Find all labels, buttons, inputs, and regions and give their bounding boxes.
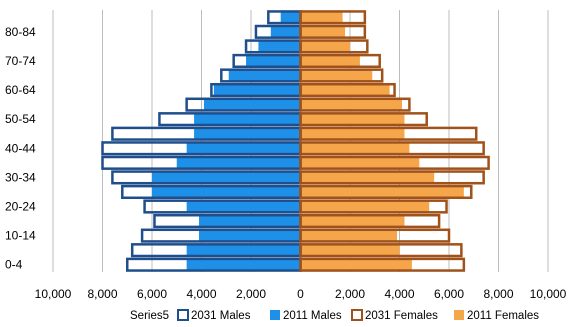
bar-2011-females-25-29 [300, 186, 464, 198]
bar-2031-females-75-79 [299, 39, 369, 54]
bar-2031-females-60-64 [299, 82, 396, 98]
bar-2031-females-55-59 [299, 97, 411, 112]
legend-swatch [270, 310, 280, 320]
bar-2011-females-55-59 [300, 98, 402, 111]
bar-2031-females-45-49 [299, 126, 478, 141]
bars [101, 10, 490, 272]
bar-2011-females-50-54 [300, 113, 405, 125]
x-tick-label: 6,000 [434, 287, 464, 301]
bar-2011-females-65-69 [300, 69, 373, 82]
bar-2011-males-85+ [280, 11, 301, 24]
bar-2031-females-15-19 [299, 213, 441, 229]
y-tick-label: 50-54 [5, 112, 36, 126]
bar-2011-males-65-69 [228, 69, 301, 82]
bar-2011-females-60-64 [300, 84, 390, 96]
bar-2011-females-45-49 [300, 127, 405, 140]
bar-2011-females-80-84 [300, 26, 346, 38]
y-tick-label: 60-64 [5, 83, 36, 97]
bar-2011-males-25-29 [152, 186, 301, 198]
bar-2011-females-40-44 [300, 142, 410, 155]
bar-2011-females-5-9 [300, 244, 400, 256]
bar-2011-males-30-34 [152, 171, 301, 184]
x-tick-label: 8,000 [483, 287, 513, 301]
bar-2011-females-0-4 [300, 258, 412, 271]
y-tick-label: 40-44 [5, 141, 36, 155]
x-tick-label: 0 [297, 287, 304, 301]
bar-2011-females-15-19 [300, 215, 405, 227]
legend-swatch [454, 310, 464, 320]
bar-2011-males-40-44 [186, 142, 301, 155]
y-tick-label: 20-24 [5, 200, 36, 214]
y-tick-label: 30-34 [5, 170, 36, 184]
legend-swatch [177, 309, 189, 321]
legend-label: 2031 Males [191, 310, 251, 322]
bar-2011-males-0-4 [186, 258, 301, 271]
bar-2011-males-70-74 [246, 55, 301, 67]
legend-item: 2011 Males [270, 310, 342, 322]
legend-label: 2011 Females [467, 310, 539, 322]
bar-2011-females-30-34 [300, 171, 435, 184]
bar-2011-females-75-79 [300, 40, 350, 53]
bar-2031-females-40-44 [299, 141, 485, 156]
bar-2011-males-35-39 [176, 157, 301, 169]
bar-2031-females-50-54 [299, 112, 428, 127]
y-tick-label: 0-4 [5, 258, 23, 272]
legend-label: 2011 Males [283, 310, 342, 322]
legend-item: 2011 Females [454, 310, 539, 322]
bar-2031-females-35-39 [299, 155, 490, 170]
bar-2011-males-20-24 [186, 200, 301, 213]
legend-label: 2031 Females [365, 310, 438, 322]
bar-2031-females-5-9 [299, 243, 463, 258]
x-tick-label: 2,000 [335, 287, 365, 301]
bar-2031-females-70-74 [299, 53, 381, 69]
bar-2011-females-20-24 [300, 200, 430, 213]
bar-2031-females-10-14 [299, 228, 451, 243]
x-tick-label: 10,000 [35, 287, 72, 301]
y-axis-tick-labels: 0-4 10-14 20-24 30-34 40-44 50-54 60-64 70-74 80… [5, 25, 36, 272]
gridlines [52, 10, 549, 272]
x-axis-tick-labels: 10,000 8,000 6,000 4,000 2,000 0 2,000 4,000 6,0… [35, 287, 567, 301]
y-tick-label: 70-74 [5, 54, 36, 68]
legend-swatch [351, 309, 363, 321]
x-tick-label: 6,000 [137, 287, 167, 301]
x-tick-label: 2,000 [236, 287, 266, 301]
legend-item: 2031 Males [177, 309, 251, 322]
bar-2011-males-5-9 [186, 244, 301, 256]
y-tick-label: 80-84 [5, 25, 36, 39]
x-tick-label: 4,000 [384, 287, 414, 301]
x-tick-label: 8,000 [87, 287, 117, 301]
bar-2011-females-35-39 [300, 157, 420, 169]
bar-2031-females-0-4 [299, 257, 466, 272]
bar-2031-females-30-34 [299, 170, 485, 185]
bar-2011-males-15-19 [199, 215, 301, 227]
bar-2011-males-75-79 [258, 40, 301, 53]
bar-2031-females-25-29 [299, 184, 473, 200]
bar-2011-males-80-84 [270, 26, 301, 38]
x-tick-label: 10,000 [530, 287, 567, 301]
legend-item: Series5 [130, 310, 169, 322]
bar-2011-males-10-14 [199, 229, 301, 242]
bar-2011-females-85+ [300, 11, 343, 24]
bar-2011-males-50-54 [194, 113, 301, 125]
bar-2031-females-80-84 [299, 24, 367, 39]
y-tick-label: 10-14 [5, 229, 36, 243]
bar-2011-females-10-14 [300, 229, 398, 242]
bar-2011-females-70-74 [300, 55, 360, 67]
legend-item: 2031 Females [351, 309, 438, 322]
legend: Series5 2031 Males 2011 Males 2031 Females 2… [130, 309, 539, 322]
bar-2011-males-45-49 [194, 127, 301, 140]
bar-2031-females-20-24 [299, 199, 448, 214]
legend-label: Series5 [130, 310, 169, 322]
bar-2011-males-60-64 [213, 84, 301, 96]
x-tick-label: 4,000 [186, 287, 216, 301]
bar-2031-females-65-69 [299, 68, 384, 83]
bar-2031-females-85+ [299, 10, 367, 25]
bar-2011-males-55-59 [203, 98, 301, 111]
